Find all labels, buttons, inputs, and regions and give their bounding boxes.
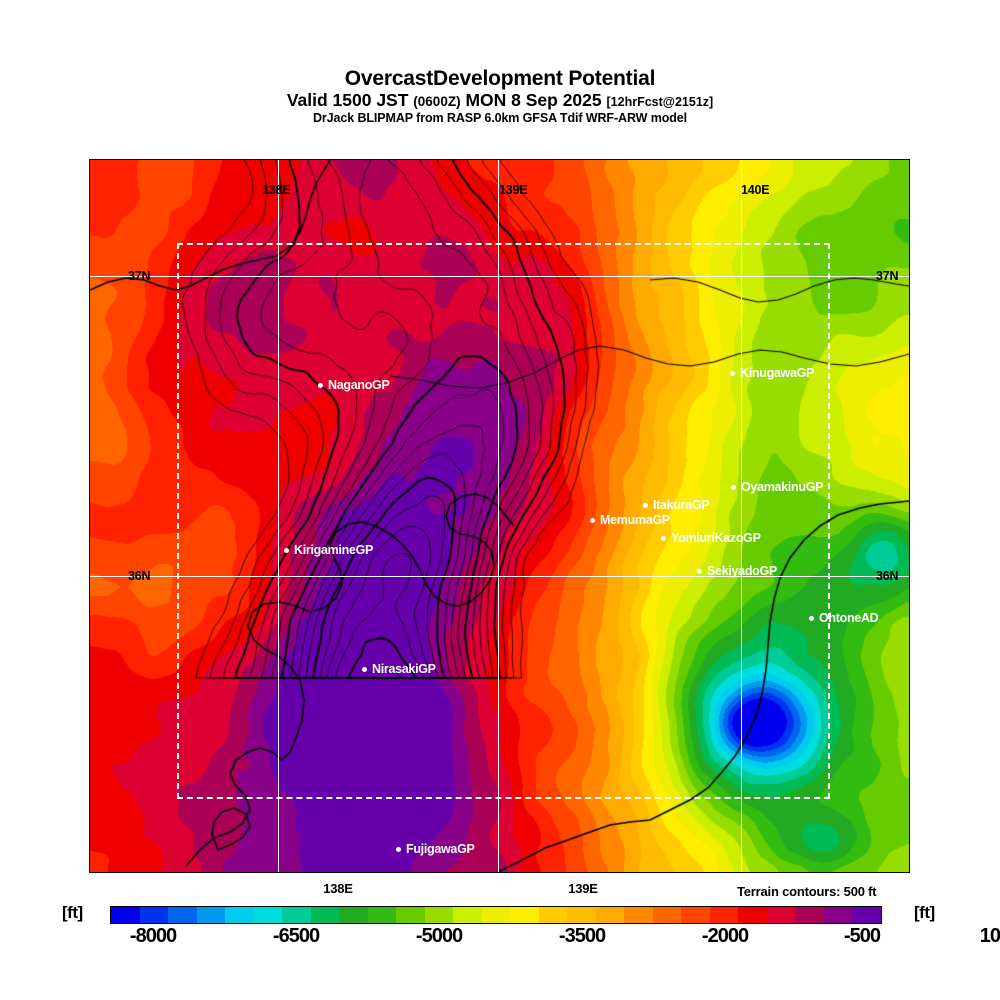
- colorbar-swatch: [510, 907, 539, 923]
- station-marker[interactable]: YomiuriKazoGP: [661, 531, 761, 545]
- model-description: DrJack BLIPMAP from RASP 6.0km GFSA Tdif…: [312, 110, 688, 125]
- station-marker[interactable]: MemumaGP: [590, 513, 670, 527]
- station-label: MemumaGP: [600, 513, 670, 527]
- station-marker[interactable]: KirigamineGP: [284, 543, 373, 557]
- colorbar-swatch: [253, 907, 283, 923]
- station-marker[interactable]: NirasakiGP: [362, 662, 436, 676]
- station-label: SekiyadoGP: [707, 564, 777, 578]
- station-label: KinugawaGP: [740, 366, 815, 380]
- station-dot-icon: [731, 484, 736, 490]
- colorbar-tick: -5000: [415, 925, 463, 947]
- colorbar-tick: -500: [843, 925, 881, 947]
- colorbar-swatch: [367, 907, 397, 923]
- colorbar-swatch: [111, 907, 140, 923]
- latitude-label: 36N: [128, 569, 151, 583]
- station-dot-icon: [697, 568, 702, 574]
- colorbar-swatch: [282, 907, 311, 923]
- colorbar-unit-right: [ft]: [914, 903, 935, 922]
- colorbar-swatch: [139, 907, 169, 923]
- colorbar-unit-left: [ft]: [62, 903, 83, 922]
- colorbar-swatch: [424, 907, 454, 923]
- colorbar-tick: -6500: [272, 925, 320, 947]
- longitude-label: 138E: [262, 183, 291, 197]
- station-marker[interactable]: ItakuraGP: [643, 498, 710, 512]
- colorbar-swatch: [225, 907, 254, 923]
- forecast-map[interactable]: 138E 139E 140E 37N 37N 36N 36N NaganoGP Kinugaw…: [89, 159, 910, 873]
- station-dot-icon: [809, 615, 814, 621]
- forecast-tag: [12hrFcst@2151z]: [606, 95, 714, 109]
- station-label: OyamakinuGP: [741, 480, 824, 494]
- colorbar-swatch: [339, 907, 368, 923]
- colorbar-swatch: [168, 907, 197, 923]
- colorbar-swatch: [738, 907, 767, 923]
- station-dot-icon: [396, 846, 401, 852]
- station-marker[interactable]: SekiyadoGP: [697, 564, 777, 578]
- colorbar-swatch: [453, 907, 482, 923]
- colorbar-swatch: [624, 907, 653, 923]
- longitude-label: 139E: [499, 183, 528, 197]
- page-title: OvercastDevelopment Potential: [344, 67, 656, 90]
- title-block: OvercastDevelopment Potential Valid 1500…: [0, 68, 1000, 124]
- colorbar-tick: 1000: [979, 925, 1000, 947]
- longitude-label-bottom: 139E: [568, 881, 598, 896]
- station-dot-icon: [318, 382, 323, 388]
- latitude-label: 37N: [876, 269, 899, 283]
- colorbar-swatch: [852, 907, 881, 923]
- colorbar-tick: -2000: [701, 925, 749, 947]
- station-marker[interactable]: OhtoneAD: [809, 611, 879, 625]
- colorbar-swatch: [681, 907, 710, 923]
- longitude-label-bottom: 138E: [323, 881, 353, 896]
- colorbar-swatch: [823, 907, 853, 923]
- latitude-label: 37N: [128, 269, 151, 283]
- station-dot-icon: [362, 666, 367, 672]
- station-dot-icon: [730, 370, 735, 376]
- colorbar-swatch: [766, 907, 796, 923]
- station-label: KirigamineGP: [294, 543, 374, 557]
- station-dot-icon: [590, 517, 595, 523]
- station-label: FujigawaGP: [406, 842, 475, 856]
- map-contour-coastline-layer: [90, 160, 909, 872]
- longitude-label: 140E: [741, 183, 770, 197]
- colorbar-swatch: [652, 907, 682, 923]
- valid-date: MON 8 Sep 2025: [465, 90, 602, 110]
- valid-time-utc: (0600Z): [413, 94, 461, 109]
- colorbar-swatch: [709, 907, 739, 923]
- station-dot-icon: [284, 547, 289, 553]
- terrain-contour-note: Terrain contours: 500 ft: [737, 884, 877, 899]
- latitude-label: 36N: [876, 569, 899, 583]
- station-label: NaganoGP: [328, 378, 390, 392]
- station-label: ItakuraGP: [653, 498, 710, 512]
- colorbar-gradient[interactable]: [110, 906, 882, 924]
- colorbar-swatch: [538, 907, 568, 923]
- station-marker[interactable]: KinugawaGP: [730, 366, 814, 380]
- station-dot-icon: [643, 502, 648, 508]
- colorbar-swatch: [196, 907, 226, 923]
- station-label: NirasakiGP: [372, 662, 436, 676]
- station-marker[interactable]: OyamakinuGP: [731, 480, 823, 494]
- colorbar-swatch: [481, 907, 511, 923]
- colorbar-swatch: [567, 907, 596, 923]
- station-marker[interactable]: NaganoGP: [318, 378, 390, 392]
- colorbar-tick: -3500: [558, 925, 606, 947]
- valid-time-prefix: Valid 1500 JST: [286, 90, 409, 110]
- station-label: YomiuriKazoGP: [671, 531, 761, 545]
- colorbar-swatch: [310, 907, 340, 923]
- station-dot-icon: [661, 535, 666, 541]
- colorbar: [ft] [ft] -8000 -6500 -5000 -3500 -2000 -500 1…: [0, 903, 1000, 958]
- colorbar-tick: -8000: [129, 925, 177, 947]
- colorbar-swatch: [396, 907, 425, 923]
- valid-time-line: Valid 1500 JST (0600Z) MON 8 Sep 2025 [1…: [0, 90, 1000, 110]
- station-label: OhtoneAD: [819, 611, 879, 625]
- station-marker[interactable]: FujigawaGP: [396, 842, 475, 856]
- colorbar-swatch: [595, 907, 625, 923]
- colorbar-swatch: [795, 907, 824, 923]
